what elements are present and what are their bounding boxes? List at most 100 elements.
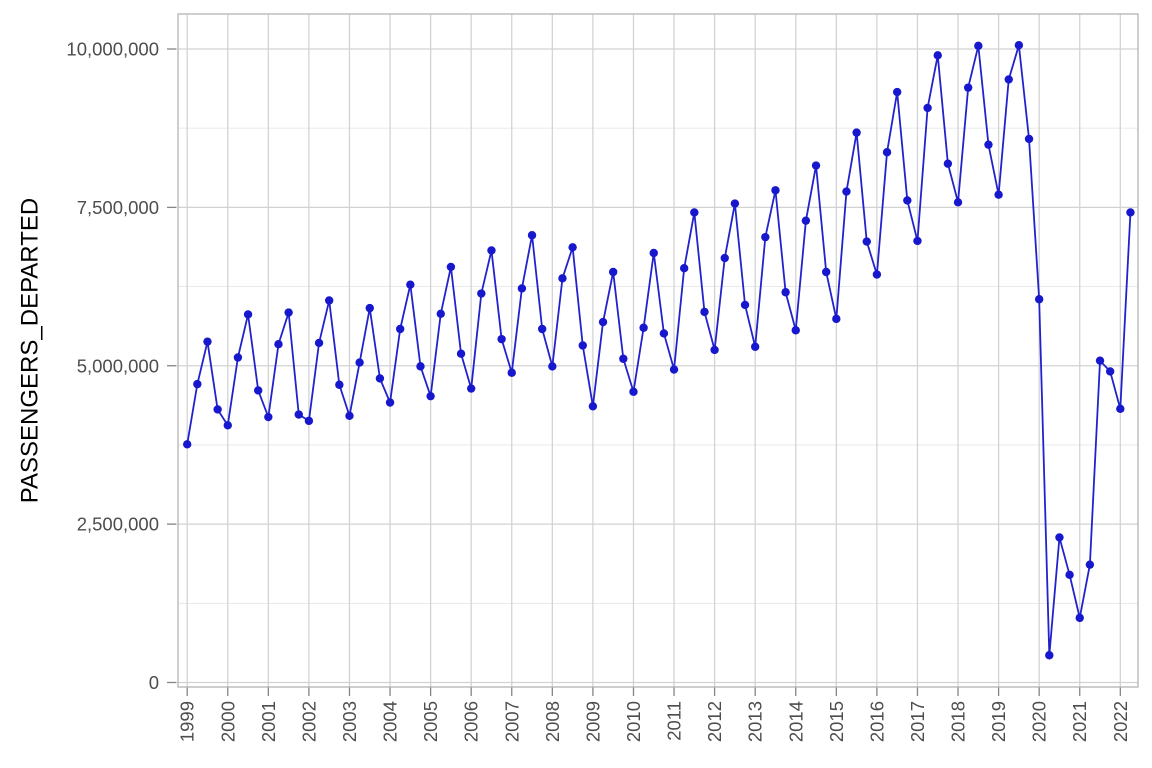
data-point (730, 199, 740, 208)
data-point (497, 334, 506, 344)
data-point (953, 198, 963, 207)
data-point (832, 314, 841, 324)
data-point (771, 186, 780, 195)
data-point (994, 190, 1003, 199)
data-point (406, 280, 415, 289)
data-point (1095, 356, 1105, 365)
data-point (426, 391, 435, 401)
x-tick-label: 2000 (217, 701, 238, 742)
data-point (791, 326, 800, 335)
data-point (213, 405, 222, 414)
data-point (740, 300, 750, 310)
y-tick-label: 5,000,000 (77, 355, 159, 376)
y-tick-label: 0 (149, 672, 159, 693)
x-tick-label: 2020 (1029, 701, 1050, 742)
data-point (193, 379, 202, 389)
x-tick-label: 2014 (785, 701, 806, 742)
y-axis-title: PASSENGERS_DEPARTED (17, 198, 44, 503)
data-point (588, 402, 598, 411)
data-point (568, 243, 577, 252)
data-point (1085, 560, 1095, 569)
series-line (186, 44, 1132, 657)
data-point (558, 274, 567, 283)
x-tick-label: 2007 (501, 701, 522, 742)
data-point (781, 288, 790, 297)
data-point (436, 309, 445, 318)
y-tick-label: 10,000,000 (66, 39, 159, 60)
data-point (862, 237, 871, 246)
data-point (963, 83, 973, 92)
data-point (842, 187, 851, 196)
x-tick-label: 1999 (177, 701, 198, 742)
data-point (872, 270, 882, 279)
data-point (466, 384, 476, 393)
data-point (1105, 367, 1115, 376)
x-tick-label: 2005 (420, 701, 441, 742)
data-point (659, 329, 669, 338)
data-point (1034, 295, 1044, 304)
data-point (619, 354, 628, 363)
data-point (345, 411, 354, 420)
data-point (385, 398, 395, 407)
data-point (324, 296, 334, 305)
data-point (477, 289, 486, 298)
data-point (821, 267, 831, 277)
panel-border (177, 13, 1139, 688)
data-point (690, 208, 699, 217)
data-point (811, 161, 821, 170)
data-point (1004, 75, 1013, 84)
x-tick-label: 2012 (704, 701, 725, 742)
data-point (649, 248, 658, 258)
data-point (537, 324, 547, 334)
data-point (852, 128, 861, 137)
data-point (892, 87, 902, 97)
data-point (943, 159, 953, 168)
x-tick-label: 2004 (380, 701, 401, 742)
data-point (700, 307, 709, 317)
x-tick-label: 2003 (339, 701, 360, 742)
x-tick-label: 2010 (623, 701, 644, 742)
x-tick-label: 2018 (948, 701, 969, 742)
x-tick-label: 2006 (461, 701, 482, 742)
data-point (233, 353, 243, 362)
data-point (223, 421, 232, 430)
data-point (517, 284, 527, 293)
data-point (416, 362, 425, 371)
data-point (750, 342, 760, 351)
data-point (243, 310, 253, 319)
panel-background (178, 14, 1138, 687)
x-tick-label: 2008 (542, 701, 563, 742)
data-point (761, 232, 770, 242)
y-tick-label: 2,500,000 (77, 514, 159, 535)
data-point (335, 380, 344, 389)
data-point (274, 340, 283, 349)
data-point (669, 365, 679, 374)
data-point (527, 231, 537, 240)
data-point (608, 267, 618, 277)
data-point (1055, 533, 1064, 542)
data-point (882, 148, 892, 157)
data-point (720, 253, 729, 263)
data-point (1014, 41, 1024, 50)
x-tick-label: 2011 (664, 701, 685, 741)
data-point (395, 324, 405, 334)
x-tick-label: 2016 (866, 701, 887, 742)
data-point (923, 103, 932, 113)
data-point (446, 262, 456, 272)
data-point (304, 416, 314, 426)
x-tick-label: 2009 (582, 701, 603, 742)
data-point (1126, 208, 1135, 217)
data-point (629, 387, 638, 396)
data-point (314, 338, 324, 348)
data-point (1116, 404, 1125, 414)
data-point (507, 368, 516, 377)
x-tick-label: 2019 (988, 701, 1009, 742)
x-tick-label: 2022 (1110, 701, 1131, 742)
data-point (1065, 570, 1074, 580)
data-point (933, 51, 942, 60)
x-tick-label: 2013 (745, 701, 766, 742)
data-point (203, 337, 212, 346)
data-point (183, 440, 192, 449)
data-point (1024, 134, 1034, 144)
data-point (294, 410, 303, 419)
